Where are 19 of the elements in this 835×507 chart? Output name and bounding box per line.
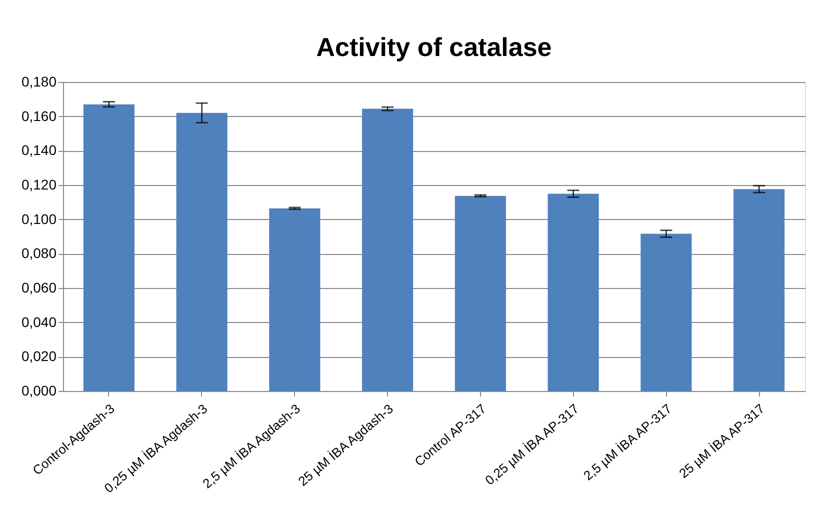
y-tick-label: 0,020 xyxy=(21,348,57,364)
y-tick-label: 0,060 xyxy=(21,280,57,296)
y-tick-label: 0,140 xyxy=(21,142,57,158)
bar xyxy=(83,104,135,391)
bar xyxy=(733,189,785,391)
y-tick-label: 0,160 xyxy=(21,108,57,124)
bar xyxy=(454,196,506,391)
y-tick-label: 0,000 xyxy=(21,382,57,398)
chart-title: Activity of catalase xyxy=(316,32,552,62)
y-tick-label: 0,120 xyxy=(21,176,57,192)
y-tick-label: 0,180 xyxy=(21,74,57,90)
bar xyxy=(176,112,228,391)
bar xyxy=(640,234,692,391)
y-tick-label: 0,040 xyxy=(21,314,57,330)
bar xyxy=(269,208,320,391)
y-tick-label: 0,080 xyxy=(21,245,57,262)
y-tick-label: 0,100 xyxy=(21,210,57,227)
bar xyxy=(362,108,414,391)
bar xyxy=(548,194,599,391)
